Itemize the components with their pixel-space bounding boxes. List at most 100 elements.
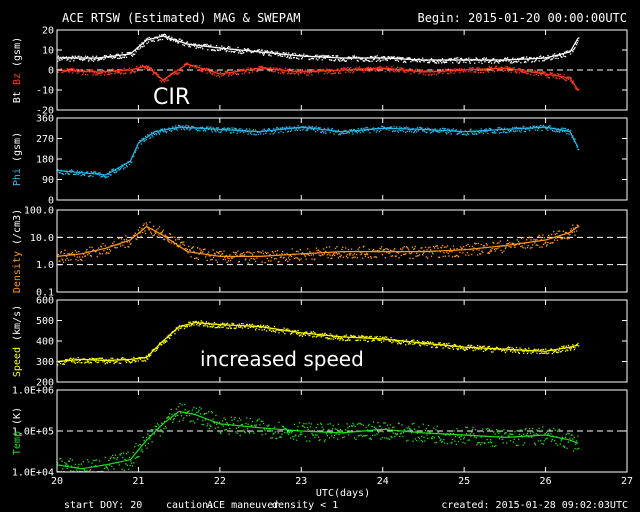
data-point (274, 250, 276, 252)
data-point (388, 56, 390, 58)
data-point (123, 73, 125, 75)
data-point (497, 68, 499, 70)
data-point (555, 77, 557, 79)
data-point (150, 434, 152, 437)
data-point (154, 71, 156, 74)
data-point (196, 64, 198, 67)
data-point (120, 57, 123, 59)
data-point (498, 348, 501, 351)
data-point (241, 129, 243, 131)
data-point (386, 68, 389, 70)
data-point (92, 55, 94, 57)
data-point (384, 422, 386, 424)
data-point (358, 130, 361, 132)
data-point (171, 236, 173, 238)
data-point (449, 60, 452, 62)
data-point (347, 248, 350, 251)
data-point (457, 349, 459, 351)
data-point (265, 68, 268, 70)
data-point (432, 69, 434, 71)
data-point (388, 427, 390, 429)
data-point (342, 69, 344, 72)
data-point (537, 75, 540, 77)
data-point (132, 154, 134, 156)
data-point (508, 435, 510, 437)
data-point (109, 250, 112, 252)
data-point (174, 128, 176, 130)
data-point (213, 129, 216, 131)
data-point (158, 234, 160, 236)
data-point (274, 130, 276, 132)
data-point (540, 440, 542, 442)
data-point (202, 325, 205, 327)
data-point (428, 73, 430, 76)
data-point (172, 330, 174, 333)
data-point (468, 133, 470, 135)
data-point (393, 249, 395, 251)
data-point (522, 126, 524, 128)
data-point (358, 130, 360, 132)
data-point (164, 128, 166, 130)
data-point (308, 254, 310, 257)
data-point (452, 59, 454, 61)
series-phi-line (56, 126, 579, 176)
data-point (157, 40, 159, 42)
data-point (479, 345, 482, 348)
data-point (72, 56, 74, 58)
data-point (155, 232, 157, 235)
data-point (245, 71, 247, 73)
data-point (381, 437, 383, 439)
data-point (96, 173, 98, 175)
data-point (556, 130, 559, 133)
data-point (434, 344, 436, 346)
data-point (298, 58, 300, 60)
data-point (383, 422, 385, 424)
data-point (288, 255, 290, 257)
data-point (329, 131, 331, 134)
data-point (172, 126, 174, 128)
data-point (279, 127, 282, 129)
data-point (402, 435, 404, 438)
data-point (312, 331, 315, 333)
data-point (482, 71, 485, 74)
data-point (316, 249, 318, 252)
data-point (87, 254, 89, 256)
data-point (397, 422, 400, 424)
chart-title: ACE RTSW (Estimated) MAG & SWEPAM (62, 11, 300, 25)
data-point (275, 67, 277, 69)
data-point (260, 130, 262, 132)
data-point (413, 428, 416, 430)
data-point (210, 410, 213, 413)
data-point (524, 247, 526, 249)
data-point (299, 72, 301, 74)
data-point (62, 173, 65, 175)
data-point (142, 139, 144, 141)
data-point (200, 44, 202, 46)
data-point (61, 173, 63, 175)
data-point (306, 426, 309, 429)
data-point (133, 155, 135, 158)
y-tick-label: 300 (36, 357, 54, 368)
data-point (276, 127, 278, 129)
data-point (128, 52, 130, 54)
data-point (391, 130, 394, 133)
data-point (367, 68, 369, 70)
data-point (337, 129, 339, 131)
data-point (541, 348, 543, 351)
data-point (517, 444, 519, 446)
data-point (358, 56, 360, 58)
data-point (408, 249, 410, 251)
data-point (218, 252, 220, 254)
data-point (113, 171, 115, 173)
data-point (208, 70, 210, 73)
data-point (510, 60, 512, 63)
data-point (430, 74, 433, 76)
data-point (88, 175, 90, 177)
data-point (369, 256, 372, 258)
data-point (95, 173, 98, 175)
data-point (347, 337, 350, 339)
data-point (68, 173, 70, 175)
data-point (112, 454, 114, 456)
data-point (307, 428, 309, 430)
data-point (523, 350, 526, 352)
